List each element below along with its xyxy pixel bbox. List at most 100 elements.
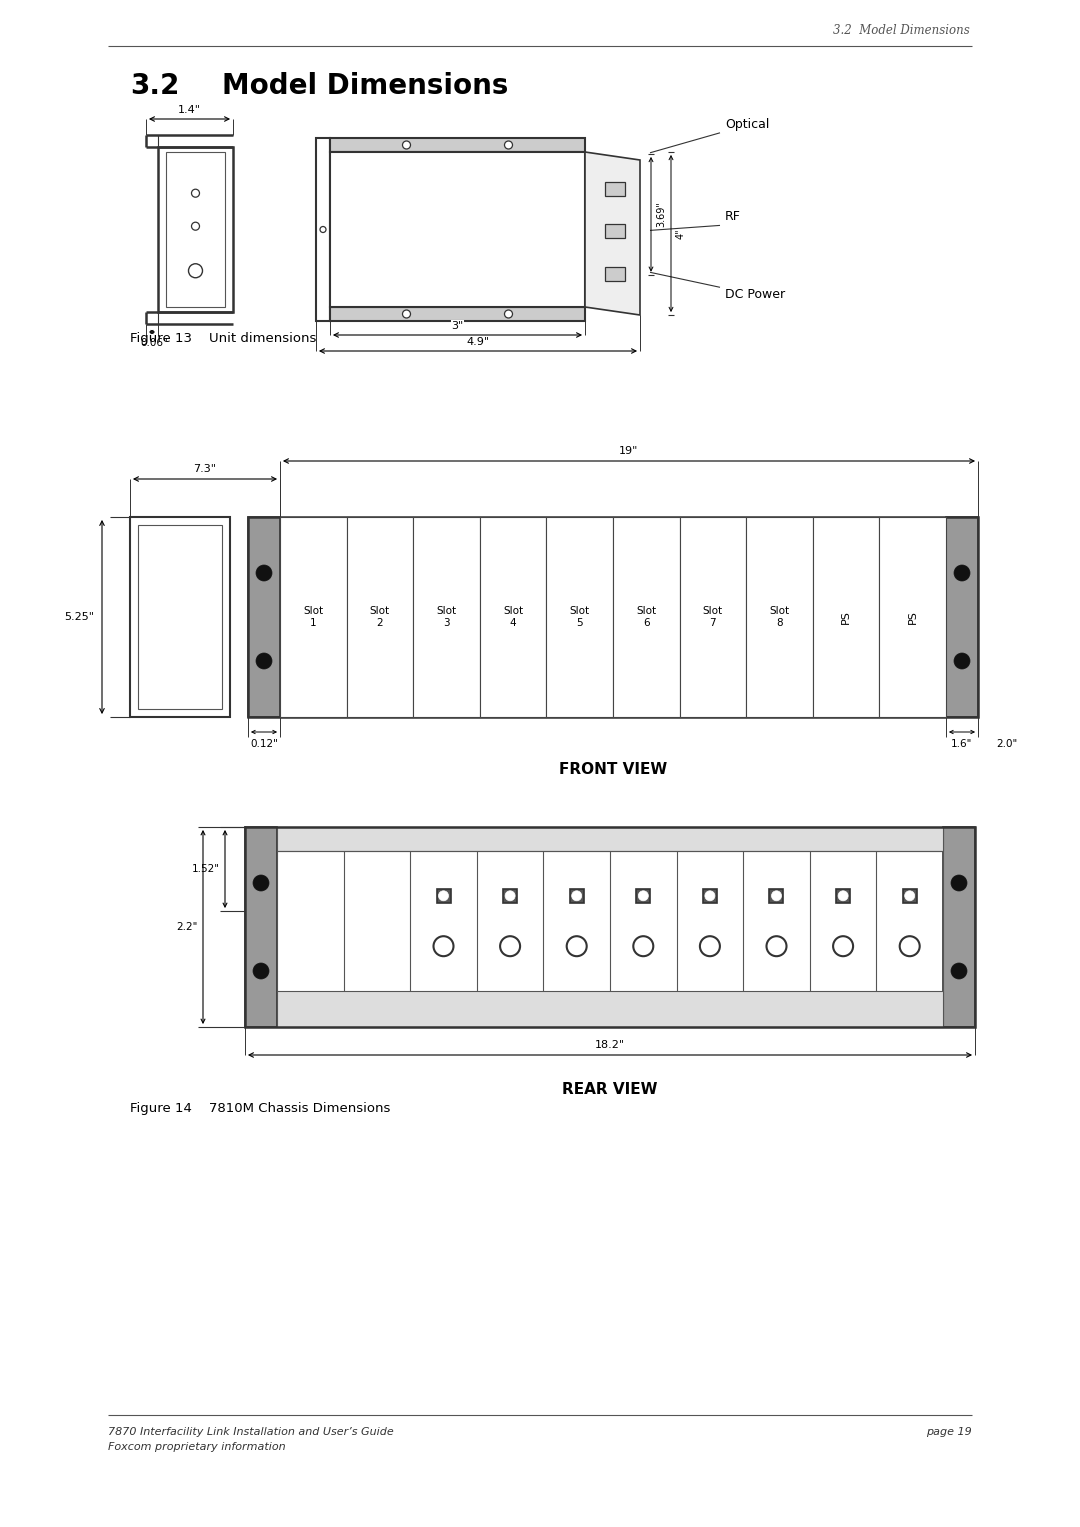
Text: 3": 3" (451, 321, 463, 331)
Circle shape (705, 890, 715, 901)
Bar (570, 889, 583, 902)
Bar (605, 182, 624, 195)
Circle shape (504, 140, 513, 150)
Bar (330, 307, 585, 321)
Text: Optical: Optical (725, 118, 769, 131)
Text: 4": 4" (676, 228, 686, 238)
Text: 19": 19" (619, 446, 638, 457)
Text: Figure 14    7810M Chassis Dimensions: Figure 14 7810M Chassis Dimensions (130, 1102, 390, 1115)
Circle shape (833, 936, 853, 956)
Circle shape (954, 565, 970, 580)
Text: 1: 1 (310, 618, 316, 628)
Circle shape (403, 140, 410, 150)
Circle shape (767, 936, 786, 956)
Bar (130, 518, 230, 718)
Text: FRONT VIEW: FRONT VIEW (558, 762, 667, 777)
Text: 8: 8 (777, 618, 783, 628)
Bar (436, 889, 450, 902)
Circle shape (505, 890, 515, 901)
Bar (746, 518, 813, 718)
Text: 5: 5 (577, 618, 583, 628)
Text: 7.3": 7.3" (193, 464, 216, 473)
Text: RF: RF (725, 211, 741, 223)
Circle shape (771, 890, 782, 901)
Text: 1.4": 1.4" (178, 105, 201, 115)
Text: 4.9": 4.9" (467, 337, 489, 347)
Bar (330, 137, 585, 153)
Bar (836, 889, 850, 902)
Bar (158, 147, 233, 312)
Circle shape (191, 223, 200, 231)
Text: 0.06": 0.06" (140, 337, 167, 348)
Bar (330, 153, 585, 307)
Text: 0.12": 0.12" (251, 739, 278, 750)
Text: 5.25": 5.25" (64, 612, 94, 621)
Bar (480, 518, 546, 718)
Circle shape (900, 936, 920, 956)
Circle shape (638, 890, 648, 901)
Bar (546, 518, 613, 718)
Text: Slot: Slot (503, 606, 523, 615)
Bar (276, 828, 943, 851)
Text: Slot: Slot (436, 606, 457, 615)
Circle shape (191, 189, 200, 197)
Text: 3.2  Model Dimensions: 3.2 Model Dimensions (834, 24, 970, 37)
Bar (316, 137, 330, 321)
Text: Slot: Slot (369, 606, 390, 615)
Text: DC Power: DC Power (725, 289, 785, 301)
Bar (605, 224, 624, 238)
Circle shape (567, 936, 586, 956)
Bar (245, 828, 975, 1028)
Bar (605, 267, 624, 281)
Text: 1.52": 1.52" (192, 864, 220, 873)
Circle shape (256, 654, 272, 669)
Circle shape (571, 890, 582, 901)
Bar (414, 518, 480, 718)
Bar (276, 991, 943, 1028)
Text: Figure 13    Unit dimensions: Figure 13 Unit dimensions (130, 331, 316, 345)
Circle shape (433, 936, 454, 956)
Circle shape (189, 264, 203, 278)
Bar (679, 518, 746, 718)
Bar (248, 518, 978, 718)
Circle shape (504, 310, 513, 318)
Bar (248, 518, 280, 718)
Circle shape (320, 226, 326, 232)
Bar (943, 828, 975, 1028)
Circle shape (954, 654, 970, 669)
Circle shape (951, 964, 967, 979)
Bar (138, 525, 222, 709)
Text: 7: 7 (710, 618, 716, 628)
Polygon shape (585, 153, 640, 315)
Text: 1.6": 1.6" (951, 739, 973, 750)
Circle shape (633, 936, 653, 956)
Text: 2.0": 2.0" (996, 739, 1017, 750)
Bar (613, 518, 679, 718)
Text: PS: PS (907, 611, 918, 625)
Bar (879, 518, 946, 718)
Text: PS: PS (841, 611, 851, 625)
Text: 3.2: 3.2 (130, 72, 179, 99)
Bar (769, 889, 783, 902)
Bar (245, 828, 276, 1028)
Text: Slot: Slot (303, 606, 323, 615)
Circle shape (951, 875, 967, 890)
Bar (636, 889, 650, 902)
Text: 2: 2 (377, 618, 383, 628)
Bar (903, 889, 917, 902)
Circle shape (403, 310, 410, 318)
Text: 4: 4 (510, 618, 516, 628)
Bar (813, 518, 879, 718)
Text: page 19: page 19 (927, 1428, 972, 1437)
Text: 3.69": 3.69" (656, 202, 666, 228)
Bar (347, 518, 414, 718)
Bar (503, 889, 517, 902)
Circle shape (256, 565, 272, 580)
Text: 3: 3 (443, 618, 449, 628)
Bar (280, 518, 347, 718)
Bar (166, 153, 225, 307)
Circle shape (905, 890, 915, 901)
Circle shape (253, 875, 269, 890)
Text: 7870 Interfacility Link Installation and User’s Guide
Foxcom proprietary informa: 7870 Interfacility Link Installation and… (108, 1428, 394, 1452)
Text: 6: 6 (643, 618, 649, 628)
